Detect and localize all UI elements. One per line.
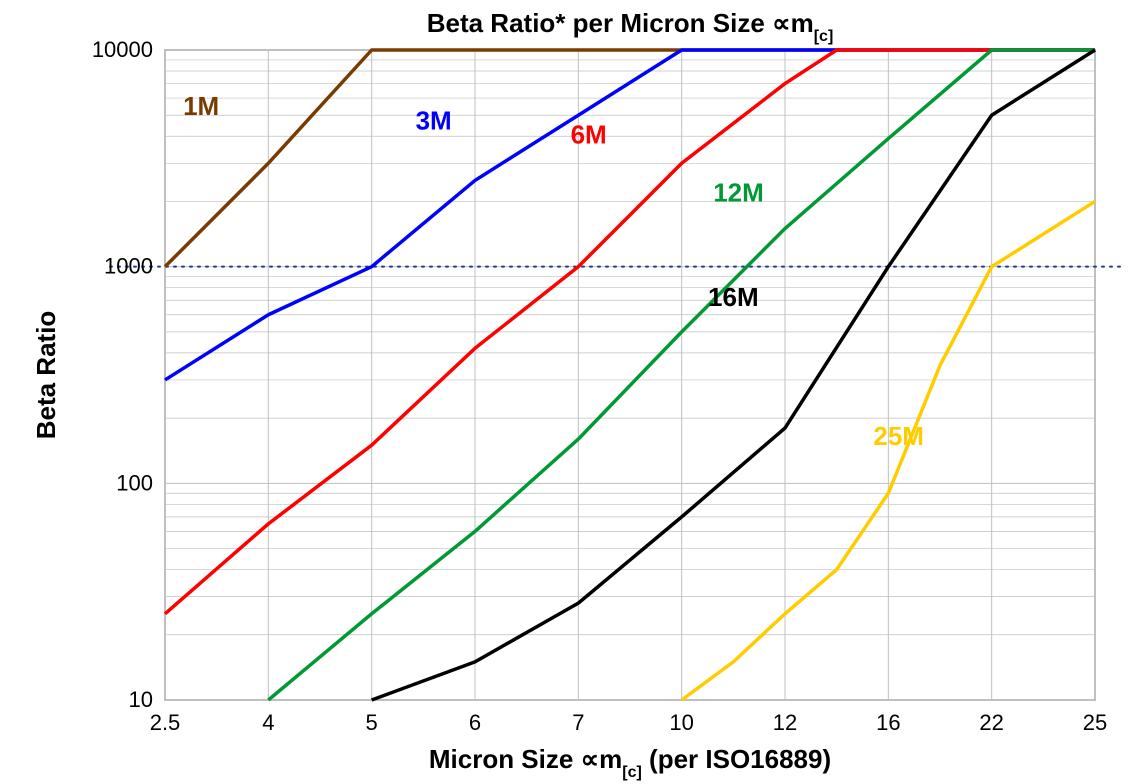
series-label-25M: 25M: [873, 421, 924, 451]
x-tick-label: 22: [979, 710, 1003, 735]
x-tick-label: 25: [1083, 710, 1107, 735]
series-label-6M: 6M: [571, 120, 607, 150]
series-label-1M: 1M: [183, 91, 219, 121]
series-label-16M: 16M: [708, 282, 759, 312]
x-tick-label: 4: [262, 710, 274, 735]
series-label-3M: 3M: [416, 105, 452, 135]
x-tick-label: 5: [366, 710, 378, 735]
y-tick-label: 10000: [92, 37, 153, 62]
series-label-12M: 12M: [713, 177, 764, 207]
x-tick-label: 6: [469, 710, 481, 735]
y-tick-label: 100: [116, 470, 153, 495]
chart-svg: 1M 3M 6M 12M 16M 25M 2.5 4 5 6 7 10 12 16 22 25 10 100 100…: [0, 0, 1136, 784]
beta-ratio-chart: 1M 3M 6M 12M 16M 25M 2.5 4 5 6 7 10 12 16 22 25 10 100 100…: [0, 0, 1136, 784]
x-tick-label: 16: [876, 710, 900, 735]
y-tick-label: 10: [129, 687, 153, 712]
x-tick-label: 10: [669, 710, 693, 735]
x-tick-label: 2.5: [150, 710, 181, 735]
x-tick-label: 7: [572, 710, 584, 735]
x-tick-label: 12: [773, 710, 797, 735]
y-axis-title: Beta Ratio: [31, 311, 61, 440]
y-tick-label: 1000: [104, 254, 153, 279]
